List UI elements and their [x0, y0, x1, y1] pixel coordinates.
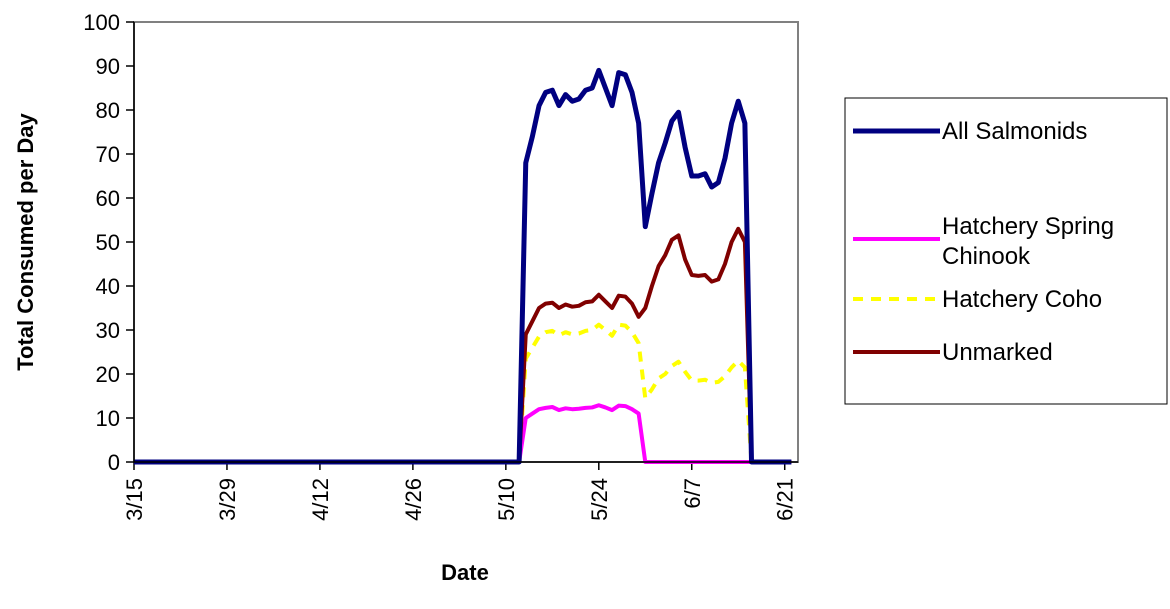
y-tick-label: 80: [96, 98, 120, 123]
plot-area: [133, 21, 799, 463]
legend-item: Unmarked: [853, 339, 1053, 366]
legend-label: All Salmonids: [942, 118, 1087, 145]
x-tick-label: 4/26: [401, 478, 426, 521]
x-tick-label: 5/24: [587, 478, 612, 521]
series-line-hatchery-coho: [134, 322, 792, 464]
y-tick-label: 100: [83, 10, 120, 35]
x-axis: 3/15 3/29 4/12 4/26 5/10 5/24 6/7 6/21: [122, 462, 798, 521]
y-axis: 0 10 20 30 40 50 60 70 80 90 100: [83, 10, 134, 475]
y-tick-label: 50: [96, 230, 120, 255]
x-tick-label: 6/21: [773, 478, 798, 521]
x-tick-label: 3/29: [215, 478, 240, 521]
y-tick-label: 40: [96, 274, 120, 299]
legend-label: Unmarked: [942, 339, 1053, 366]
x-axis-title: Date: [441, 560, 489, 585]
y-tick-label: 30: [96, 318, 120, 343]
legend-item: All Salmonids: [853, 118, 1087, 145]
series-line-all-salmonids: [134, 67, 792, 465]
legend-label: Hatchery Spring Chinook: [942, 213, 1114, 270]
x-tick-label: 6/7: [680, 478, 705, 509]
y-tick-label: 60: [96, 186, 120, 211]
y-tick-label: 20: [96, 362, 120, 387]
legend-item: Hatchery Spring Chinook: [853, 213, 1114, 270]
y-tick-label: 90: [96, 54, 120, 79]
y-tick-label: 0: [108, 450, 120, 475]
series-layer: [134, 67, 792, 465]
y-tick-label: 10: [96, 406, 120, 431]
legend-label: Hatchery Coho: [942, 286, 1102, 313]
series-line-hatchery-spring-chinook: [134, 403, 792, 464]
x-tick-label: 4/12: [308, 478, 333, 521]
y-axis-title: Total Consumed per Day: [13, 112, 38, 370]
legend-item: Hatchery Coho: [853, 286, 1102, 313]
series-line-unmarked: [134, 226, 792, 464]
x-tick-label: 5/10: [494, 478, 519, 521]
legend: All Salmonids Hatchery Spring Chinook Hatch…: [844, 97, 1168, 405]
x-tick-label: 3/15: [122, 478, 147, 521]
y-tick-label: 70: [96, 142, 120, 167]
